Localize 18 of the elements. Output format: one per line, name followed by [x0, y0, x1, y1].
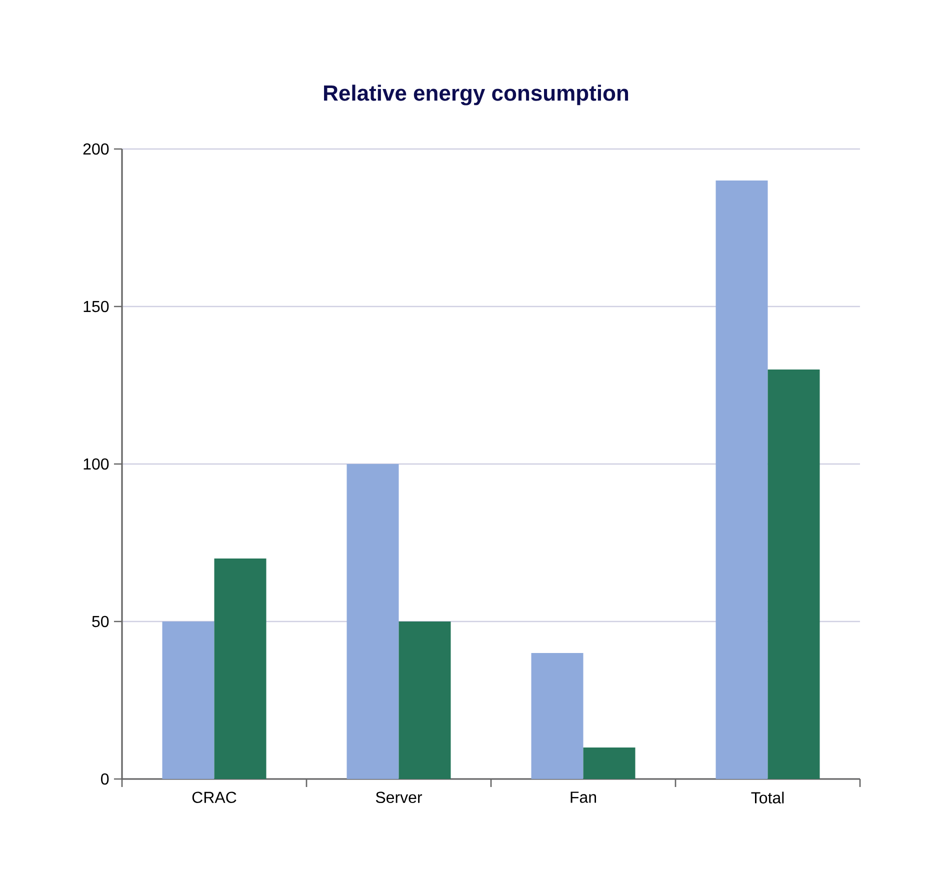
bar — [768, 369, 820, 779]
bar — [398, 621, 451, 779]
x-tick-label: Fan — [570, 792, 596, 803]
y-tick-label: 200 — [83, 143, 109, 155]
bar — [531, 653, 584, 779]
bar — [346, 464, 399, 779]
bar — [583, 748, 636, 779]
bar — [162, 621, 214, 779]
chart-title: Relative energy consumption — [324, 84, 628, 106]
y-tick-label: 150 — [84, 300, 109, 312]
y-tick-label: 50 — [92, 616, 109, 628]
x-tick-label: Total — [751, 792, 784, 804]
y-tick-label: 100 — [84, 458, 109, 470]
x-tick-label: CRAC — [192, 792, 236, 804]
bar — [214, 558, 266, 779]
x-tick-label: Server — [376, 792, 422, 804]
bar — [716, 180, 768, 779]
y-tick-label: 0 — [101, 773, 109, 785]
